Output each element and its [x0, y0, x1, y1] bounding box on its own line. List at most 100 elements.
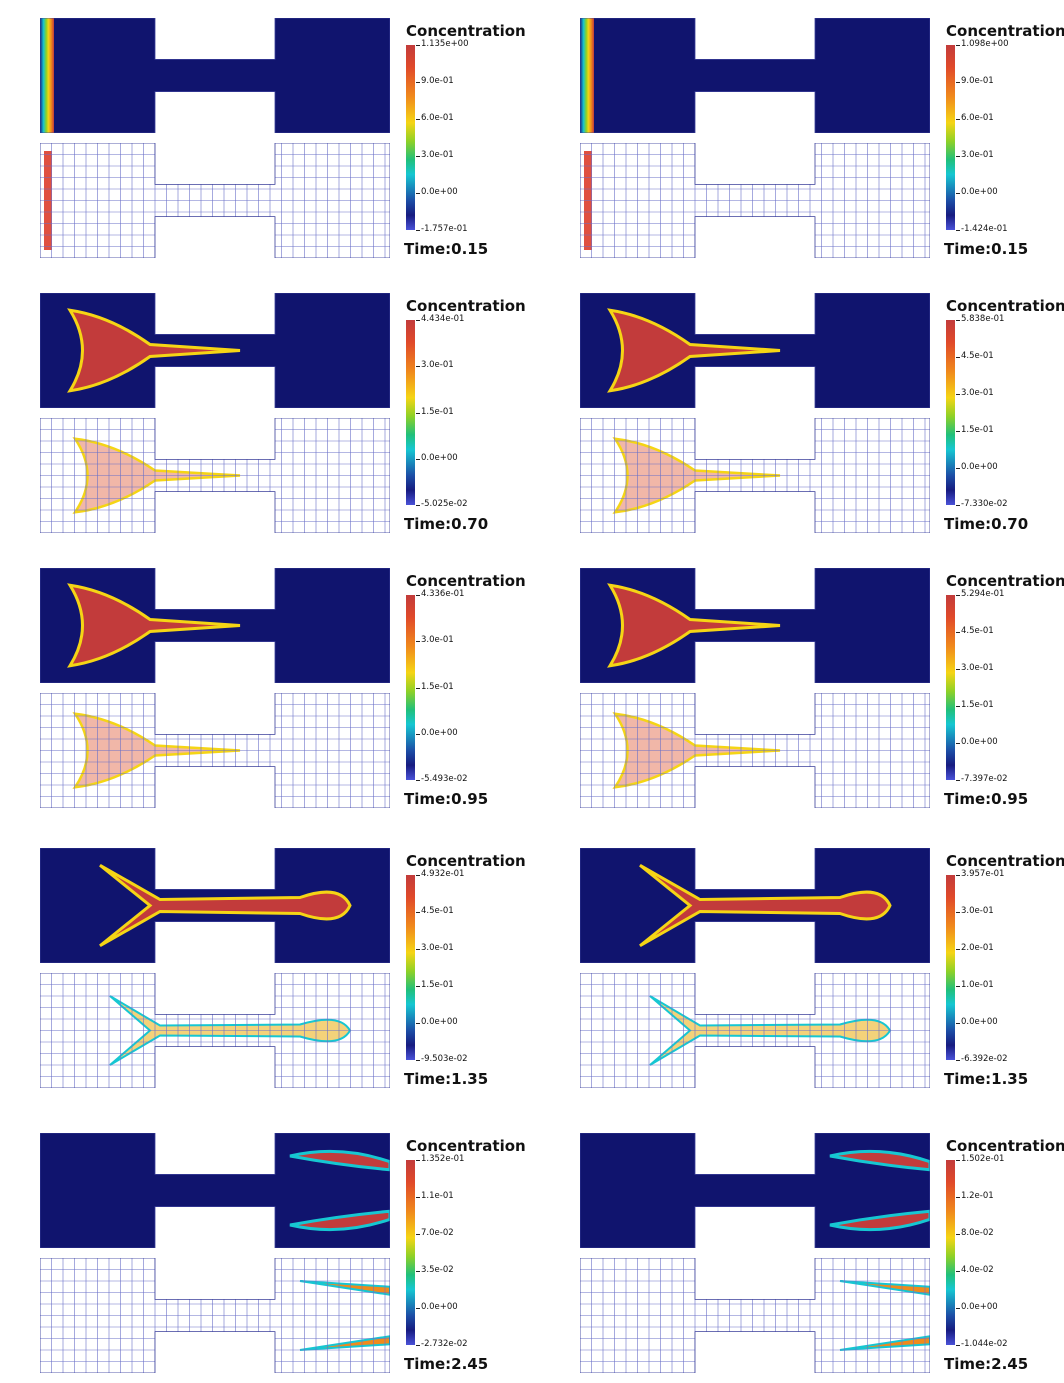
colorbar-tick-label: 4.932e-01 — [415, 869, 465, 879]
concentration-field-plot — [580, 568, 930, 683]
colorbar-title: Concentration — [406, 572, 526, 590]
colorbar-title: Concentration — [406, 852, 526, 870]
concentration-field-plot — [580, 1133, 930, 1248]
colorbar — [946, 45, 955, 230]
colorbar-tick-label: 3.5e-02 — [416, 1265, 454, 1275]
colorbar-tick-label: 1.5e-01 — [416, 681, 454, 692]
colorbar-tick-label: 1.135e+00 — [416, 39, 469, 49]
adaptive-mesh-plot — [580, 418, 930, 533]
colorbar — [406, 875, 415, 1060]
time-label: Time:2.45 — [404, 1355, 489, 1373]
colorbar-tick-label: 0.0e+00 — [956, 1017, 998, 1027]
colorbar-tick-label: 8.0e-02 — [956, 1228, 994, 1238]
colorbar-tick-label: -1.044e-02 — [956, 1339, 1008, 1349]
adaptive-mesh-plot — [580, 973, 930, 1088]
colorbar — [406, 595, 415, 780]
time-label: Time:0.95 — [404, 790, 489, 808]
colorbar-tick-label: 9.0e-01 — [416, 76, 454, 86]
colorbar-tick-label: 3.957e-01 — [955, 869, 1005, 879]
colorbar-tick-label: 1.098e+00 — [956, 39, 1009, 49]
colorbar-tick-label: 7.0e-02 — [416, 1228, 454, 1238]
colorbar-tick-label: 0.0e+00 — [416, 452, 458, 463]
time-label: Time:0.15 — [404, 240, 489, 258]
colorbar-tick-label: 5.294e-01 — [955, 589, 1005, 599]
colorbar-tick-label: 2.0e-01 — [956, 943, 994, 953]
colorbar-tick-label: 3.0e-01 — [956, 150, 994, 160]
time-label: Time:2.45 — [944, 1355, 1029, 1373]
colorbar-title: Concentration — [946, 572, 1064, 590]
adaptive-mesh-plot — [580, 1258, 930, 1373]
colorbar-title: Concentration — [406, 22, 526, 40]
colorbar-tick-label: 9.0e-01 — [956, 76, 994, 86]
colorbar-tick-label: 3.0e-01 — [416, 943, 454, 953]
colorbar-tick-label: 4.0e-02 — [956, 1265, 994, 1275]
colorbar-tick-label: 0.0e+00 — [416, 727, 458, 738]
colorbar-tick-label: 1.5e-01 — [956, 700, 994, 710]
adaptive-mesh-plot — [40, 1258, 390, 1373]
colorbar-tick-label: -7.397e-02 — [956, 774, 1008, 784]
colorbar — [406, 1160, 415, 1345]
colorbar-tick-label: -9.503e-02 — [416, 1054, 468, 1064]
colorbar-tick-label: -7.330e-02 — [956, 499, 1008, 509]
adaptive-mesh-plot — [40, 143, 390, 258]
colorbar-title: Concentration — [406, 297, 526, 315]
concentration-field-plot — [40, 848, 390, 963]
concentration-field-plot — [40, 18, 390, 133]
colorbar-tick-label: -1.424e-01 — [956, 224, 1008, 234]
colorbar-tick-label: 3.0e-01 — [416, 360, 454, 371]
colorbar-tick-label: 0.0e+00 — [956, 1302, 998, 1312]
colorbar-tick-label: 5.838e-01 — [955, 314, 1005, 324]
colorbar-tick-label: -2.732e-02 — [416, 1339, 468, 1349]
colorbar-tick-label: 0.0e+00 — [416, 187, 458, 197]
adaptive-mesh-plot — [580, 143, 930, 258]
colorbar-tick-label: 1.5e-01 — [416, 980, 454, 990]
colorbar-tick-label: 0.0e+00 — [416, 1302, 458, 1312]
colorbar-tick-label: 4.5e-01 — [416, 906, 454, 916]
concentration-field-plot — [40, 293, 390, 408]
time-label: Time:0.70 — [404, 515, 489, 533]
adaptive-mesh-plot — [40, 693, 390, 808]
colorbar — [946, 320, 955, 505]
colorbar-tick-label: 4.336e-01 — [415, 589, 465, 599]
colorbar-tick-label: 3.0e-01 — [956, 388, 994, 398]
time-label: Time:0.15 — [944, 240, 1029, 258]
concentration-field-plot — [40, 568, 390, 683]
colorbar-tick-label: 1.352e-01 — [415, 1154, 465, 1164]
colorbar-tick-label: 0.0e+00 — [416, 1017, 458, 1027]
concentration-field-plot — [40, 1133, 390, 1248]
adaptive-mesh-plot — [580, 693, 930, 808]
colorbar-tick-label: -1.757e-01 — [416, 224, 468, 234]
colorbar-tick-label: 1.5e-01 — [956, 425, 994, 435]
colorbar-title: Concentration — [946, 22, 1064, 40]
time-label: Time:0.70 — [944, 515, 1029, 533]
concentration-field-plot — [580, 848, 930, 963]
colorbar-title: Concentration — [946, 1137, 1064, 1155]
time-label: Time:1.35 — [404, 1070, 489, 1088]
colorbar-tick-label: -5.493e-02 — [416, 774, 468, 784]
colorbar-title: Concentration — [946, 852, 1064, 870]
colorbar-tick-label: -5.025e-02 — [416, 499, 468, 509]
colorbar — [406, 320, 415, 505]
colorbar-tick-label: 0.0e+00 — [956, 737, 998, 747]
adaptive-mesh-plot — [40, 973, 390, 1088]
adaptive-mesh-plot — [40, 418, 390, 533]
colorbar-tick-label: 1.502e-01 — [955, 1154, 1005, 1164]
colorbar-tick-label: -6.392e-02 — [956, 1054, 1008, 1064]
time-label: Time:1.35 — [944, 1070, 1029, 1088]
time-label: Time:0.95 — [944, 790, 1029, 808]
colorbar-tick-label: 1.5e-01 — [416, 406, 454, 417]
colorbar-tick-label: 3.0e-01 — [956, 663, 994, 673]
colorbar-tick-label: 6.0e-01 — [956, 113, 994, 123]
colorbar-tick-label: 1.2e-01 — [956, 1191, 994, 1201]
colorbar-tick-label: 4.5e-01 — [956, 351, 994, 361]
colorbar-tick-label: 3.0e-01 — [416, 150, 454, 160]
concentration-field-plot — [580, 293, 930, 408]
colorbar — [946, 875, 955, 1060]
colorbar-tick-label: 6.0e-01 — [416, 113, 454, 123]
concentration-field-plot — [580, 18, 930, 133]
colorbar — [406, 45, 415, 230]
colorbar — [946, 595, 955, 780]
colorbar-tick-label: 3.0e-01 — [956, 906, 994, 916]
colorbar-tick-label: 1.0e-01 — [956, 980, 994, 990]
colorbar-title: Concentration — [406, 1137, 526, 1155]
